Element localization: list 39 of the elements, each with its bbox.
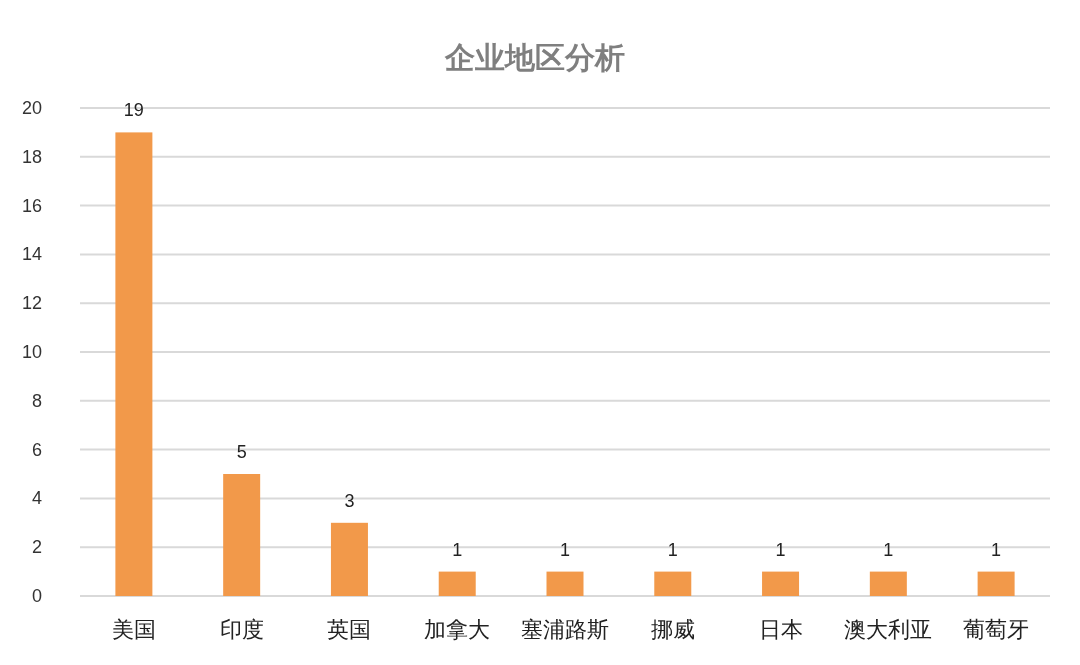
- y-tick-label: 12: [21, 293, 42, 314]
- x-tick-label: 挪威: [650, 617, 695, 642]
- y-tick-label: 20: [21, 98, 42, 118]
- x-tick-label: 加拿大: [424, 617, 491, 642]
- data-label: 1: [667, 539, 678, 560]
- y-tick-label: 16: [21, 195, 42, 216]
- y-tick-label: 2: [31, 537, 42, 558]
- bar: [654, 571, 692, 596]
- bar: [977, 571, 1015, 596]
- y-tick-label: 18: [21, 146, 42, 167]
- bar: [762, 571, 800, 596]
- bar: [115, 132, 153, 596]
- x-tick-label: 澳大利亚: [844, 617, 933, 642]
- bar: [438, 571, 476, 596]
- data-label: 5: [236, 442, 247, 462]
- y-tick-label: 0: [31, 586, 42, 606]
- x-tick-label: 美国: [111, 617, 156, 642]
- chart-title: 企业地区分析: [444, 41, 625, 74]
- data-label: 19: [123, 100, 144, 121]
- y-tick-label: 4: [31, 488, 42, 509]
- bar: [223, 474, 261, 596]
- x-tick-label: 塞浦路斯: [521, 617, 609, 642]
- bar: [546, 571, 584, 596]
- x-tick-label: 葡萄牙: [963, 617, 1030, 642]
- y-tick-label: 6: [31, 439, 42, 460]
- y-tick-label: 14: [21, 244, 42, 265]
- y-tick-label: 10: [21, 342, 42, 362]
- x-tick-label: 印度: [219, 617, 264, 642]
- bar: [330, 522, 368, 596]
- data-label: 1: [883, 539, 894, 560]
- x-tick-label: 日本: [758, 617, 803, 642]
- data-label: 1: [559, 539, 571, 560]
- data-label: 3: [344, 490, 355, 511]
- data-label: 1: [775, 539, 786, 560]
- data-label: 1: [452, 539, 463, 560]
- data-label: 1: [991, 539, 1002, 560]
- y-tick-label: 8: [31, 390, 42, 411]
- x-tick-label: 英国: [327, 617, 372, 642]
- bar: [869, 571, 907, 596]
